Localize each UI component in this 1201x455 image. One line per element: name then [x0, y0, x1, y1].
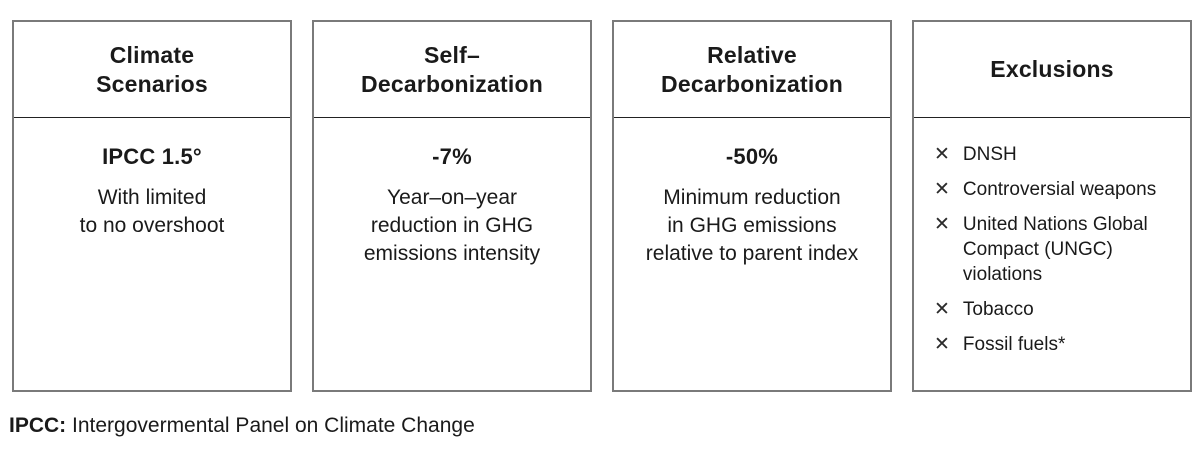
- relative-decarbonization-value: -50%: [725, 144, 779, 169]
- exclusion-label: Tobacco: [962, 299, 1034, 320]
- box-content-relative-decarbonization: -50% Minimum reduction in GHG emissions …: [614, 118, 890, 268]
- x-mark-icon: ✕: [934, 179, 950, 200]
- climate-scenario-value: IPCC 1.5°: [102, 144, 202, 169]
- x-mark-icon: ✕: [934, 334, 950, 355]
- box-self-decarbonization: Self– Decarbonization -7% Year–on–year r…: [312, 20, 592, 392]
- criteria-boxes: Climate Scenarios IPCC 1.5° With limited…: [12, 20, 1192, 392]
- box-relative-decarbonization: Relative Decarbonization -50% Minimum re…: [612, 20, 892, 392]
- box-title-climate-scenarios: Climate Scenarios: [14, 22, 290, 118]
- list-item: ✕ Tobacco: [934, 297, 1176, 322]
- list-item: ✕ United Nations Global Compact (UNGC) v…: [934, 212, 1176, 287]
- exclusions-list: ✕ DNSH ✕ Controversial weapons ✕ United …: [914, 118, 1190, 367]
- footnote-definition: Intergovermental Panel on Climate Change: [72, 414, 475, 437]
- list-item: ✕ Controversial weapons: [934, 177, 1176, 202]
- box-title-relative-decarbonization: Relative Decarbonization: [614, 22, 890, 118]
- climate-scenario-description: With limited to no overshoot: [79, 186, 225, 237]
- relative-decarbonization-description: Minimum reduction in GHG emissions relat…: [645, 186, 859, 265]
- list-item: ✕ Fossil fuels*: [934, 332, 1176, 357]
- footnote-term: IPCC:: [9, 414, 67, 437]
- box-content-climate-scenarios: IPCC 1.5° With limited to no overshoot: [14, 118, 290, 240]
- exclusion-label: United Nations Global Compact (UNGC) vio…: [962, 214, 1148, 285]
- exclusion-label: Fossil fuels*: [962, 334, 1066, 355]
- box-content-self-decarbonization: -7% Year–on–year reduction in GHG emissi…: [314, 118, 590, 268]
- list-item: ✕ DNSH: [934, 142, 1176, 167]
- box-title-exclusions: Exclusions: [914, 22, 1190, 118]
- box-climate-scenarios: Climate Scenarios IPCC 1.5° With limited…: [12, 20, 292, 392]
- footnote: IPCC: Intergovermental Panel on Climate …: [9, 412, 475, 439]
- self-decarbonization-value: -7%: [432, 144, 472, 169]
- x-mark-icon: ✕: [934, 144, 950, 165]
- x-mark-icon: ✕: [934, 299, 950, 320]
- self-decarbonization-description: Year–on–year reduction in GHG emissions …: [363, 186, 541, 265]
- exclusion-label: DNSH: [962, 144, 1017, 165]
- box-title-self-decarbonization: Self– Decarbonization: [314, 22, 590, 118]
- exclusion-label: Controversial weapons: [962, 179, 1157, 200]
- x-mark-icon: ✕: [934, 214, 950, 235]
- box-exclusions: Exclusions ✕ DNSH ✕ Controversial weapon…: [912, 20, 1192, 392]
